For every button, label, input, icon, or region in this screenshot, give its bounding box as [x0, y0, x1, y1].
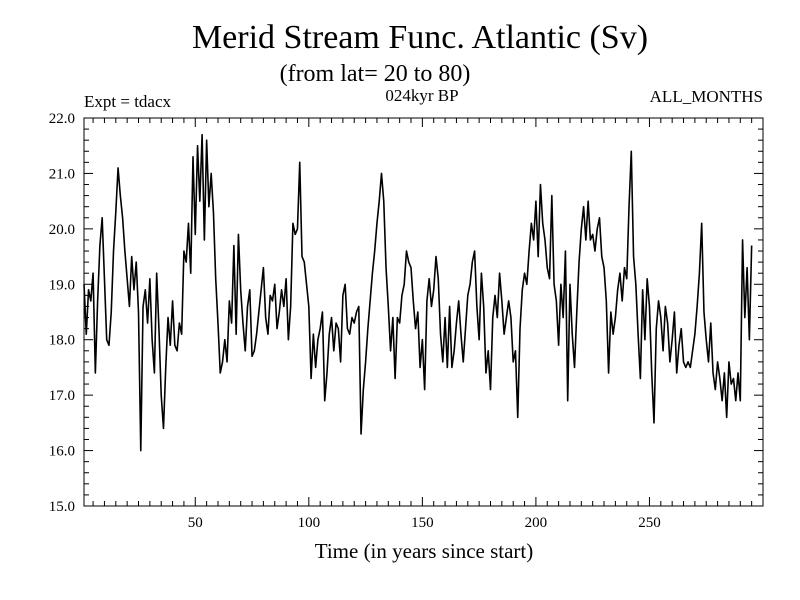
y-tick-label: 18.0: [49, 333, 75, 349]
experiment-label: Expt = tdacx: [84, 92, 172, 111]
y-tick-label: 15.0: [49, 499, 75, 515]
series-line: [83, 133, 753, 452]
x-tick-label: 200: [525, 515, 548, 531]
y-tick-label: 19.0: [49, 277, 75, 293]
x-tick-label: 50: [188, 515, 203, 531]
y-tick-label: 21.0: [49, 166, 75, 182]
plot-frame: [83, 117, 764, 507]
y-tick-label: 22.0: [49, 111, 75, 127]
axis-ticks: [84, 118, 764, 506]
y-tick-label: 17.0: [49, 388, 75, 404]
period-label: 024kyr BP: [385, 86, 458, 105]
series-layer: [83, 133, 753, 452]
x-tick-label: 250: [638, 515, 661, 531]
chart-title: Merid Stream Func. Atlantic (Sv): [192, 19, 648, 56]
x-tick-label: 150: [411, 515, 434, 531]
y-tick-label: 16.0: [49, 444, 75, 460]
x-axis-title: Time (in years since start): [315, 539, 534, 563]
y-tick-label: 20.0: [49, 222, 75, 238]
chart-subtitle: (from lat= 20 to 80): [280, 61, 471, 87]
axis-tick-labels: 50 100 150 200 250 15.0 16.0 17.0 18.0 19.0 20.0 21…: [49, 111, 661, 531]
x-tick-label: 100: [298, 515, 321, 531]
months-label: ALL_MONTHS: [650, 87, 763, 106]
